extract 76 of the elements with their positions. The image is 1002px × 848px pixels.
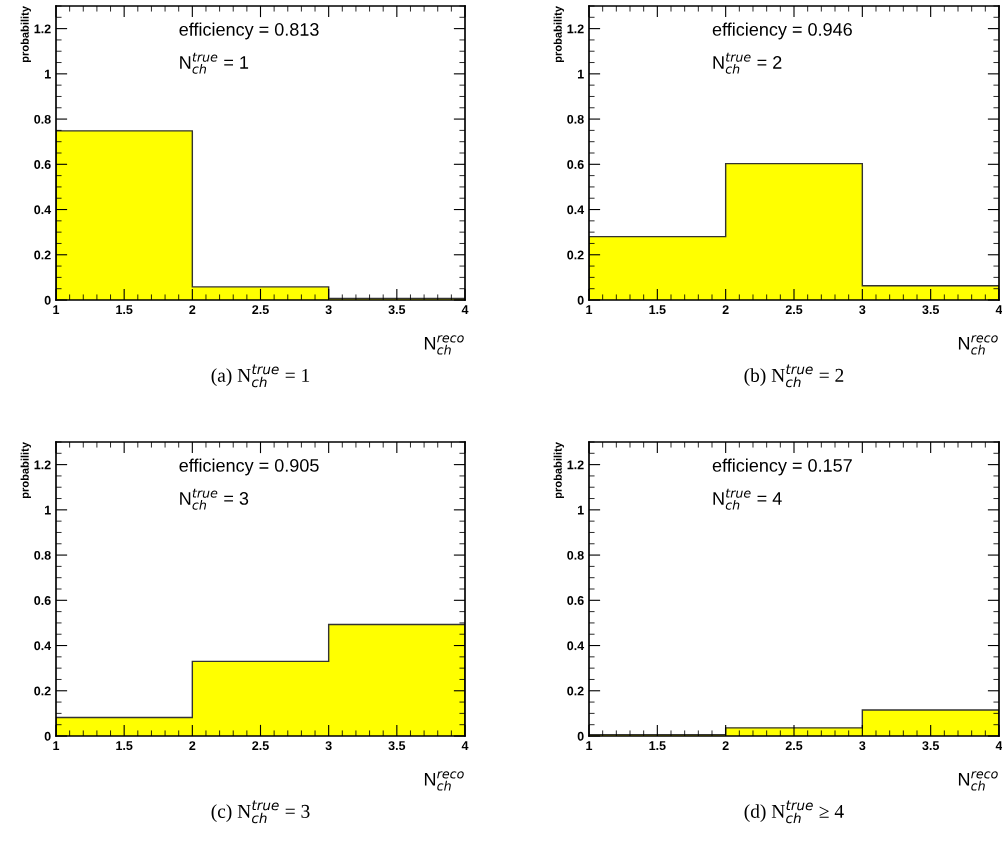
x-tick-label: 1.5 [649, 305, 666, 315]
annotation: efficiency = 0.813 [179, 22, 319, 40]
text: N$^{true}$$_{ch}$ = 3 [180, 488, 249, 510]
x-tick-label: 2 [722, 305, 729, 314]
x-tick-label: 3.5 [388, 305, 406, 315]
y-tick-label: 1 [44, 69, 51, 79]
x-tick-label: 2.5 [252, 741, 269, 751]
y-tick-label: 0.6 [34, 596, 51, 605]
y-axis-title: probability [20, 442, 31, 499]
x-tick-label: 1 [586, 741, 593, 750]
y-tick-label: 1.2 [567, 24, 584, 34]
x-tick-label: 1.5 [116, 741, 133, 751]
y-tick-label: 0.4 [567, 641, 585, 651]
y-tick-label: 0.6 [567, 596, 584, 605]
y-axis-title: probability [553, 6, 564, 63]
y-axis-title: probability [20, 6, 31, 63]
y-tick-label: 0 [44, 731, 51, 741]
y-tick-label: 1 [577, 69, 584, 79]
y-tick-label: 0.2 [567, 686, 584, 696]
annotation: efficiency = 0.946 [712, 22, 852, 40]
y-tick-label: 0.6 [567, 160, 584, 169]
x-tick-label: 1.5 [116, 305, 133, 315]
x-tick-label: 3 [325, 305, 332, 315]
y-tick-label: 0.4 [567, 205, 585, 215]
text: N$^{true}$$_{ch}$ = 1 [180, 52, 249, 74]
y-tick-label: 0.2 [34, 686, 51, 696]
x-tick-label: 4 [995, 741, 1002, 750]
x-tick-label: 1 [586, 305, 593, 314]
y-tick-label: 1.2 [567, 460, 584, 470]
x-tick-label: 3.5 [388, 741, 406, 751]
text: N$^{true}$$_{ch}$ = 2 [713, 52, 782, 74]
x-tick-label: 3.5 [922, 305, 940, 315]
annotation: efficiency = 0.157 [712, 458, 852, 476]
x-tick-label: 1.5 [649, 741, 666, 751]
x-tick-label: 2 [189, 741, 196, 750]
y-tick-label: 1 [577, 505, 584, 515]
y-tick-label: 0.8 [34, 550, 51, 560]
x-axis-title: N$^{reco}$$_{ch}$ [424, 771, 464, 791]
x-tick-label: 3 [325, 741, 332, 751]
x-axis-title: N$^{reco}$$_{ch}$ [424, 335, 464, 355]
x-tick-label: 2.5 [252, 305, 269, 315]
y-tick-label: 0.2 [567, 250, 584, 260]
x-tick-label: 2 [722, 741, 729, 750]
y-axis-title: probability [553, 442, 564, 499]
y-tick-label: 0 [44, 295, 51, 305]
chart-title: (c) N$^{true}$$_{ch}$ = 3 [211, 800, 310, 824]
y-tick-label: 1.2 [34, 460, 51, 470]
x-tick-label: 2.5 [785, 305, 803, 315]
x-tick-label: 1 [53, 305, 60, 314]
y-tick-label: 0.4 [34, 205, 52, 215]
x-tick-label: 1 [53, 741, 60, 750]
chart-title: (d) N$^{true}$$_{ch}$ ≥ 4 [744, 800, 844, 824]
y-tick-label: 0.8 [567, 114, 584, 124]
y-tick-label: 0 [577, 731, 584, 741]
y-tick-label: 0.6 [34, 160, 51, 169]
y-tick-label: 0 [577, 295, 584, 305]
x-tick-label: 4 [461, 305, 469, 314]
x-tick-label: 2.5 [785, 741, 803, 751]
x-tick-label: 4 [995, 305, 1002, 314]
x-tick-label: 2 [189, 305, 196, 314]
y-tick-label: 1 [44, 505, 51, 515]
y-tick-label: 0.8 [567, 550, 584, 560]
x-tick-label: 3.5 [922, 741, 940, 751]
text: N$^{true}$$_{ch}$ = 4 [713, 488, 782, 510]
x-axis-title: N$^{reco}$$_{ch}$ [958, 335, 998, 355]
y-tick-label: 0.8 [34, 114, 51, 124]
x-tick-label: 3 [859, 741, 866, 751]
y-tick-label: 0.4 [34, 641, 52, 651]
x-axis-title: N$^{reco}$$_{ch}$ [958, 771, 998, 791]
x-tick-label: 4 [461, 741, 469, 750]
chart-title: (a) N$^{true}$$_{ch}$ = 1 [211, 364, 310, 388]
y-tick-label: 0.2 [34, 250, 51, 260]
x-tick-label: 3 [859, 305, 866, 315]
y-tick-label: 1.2 [34, 24, 51, 34]
chart-title: (b) N$^{true}$$_{ch}$ = 2 [744, 364, 844, 388]
annotation: efficiency = 0.905 [179, 458, 319, 476]
